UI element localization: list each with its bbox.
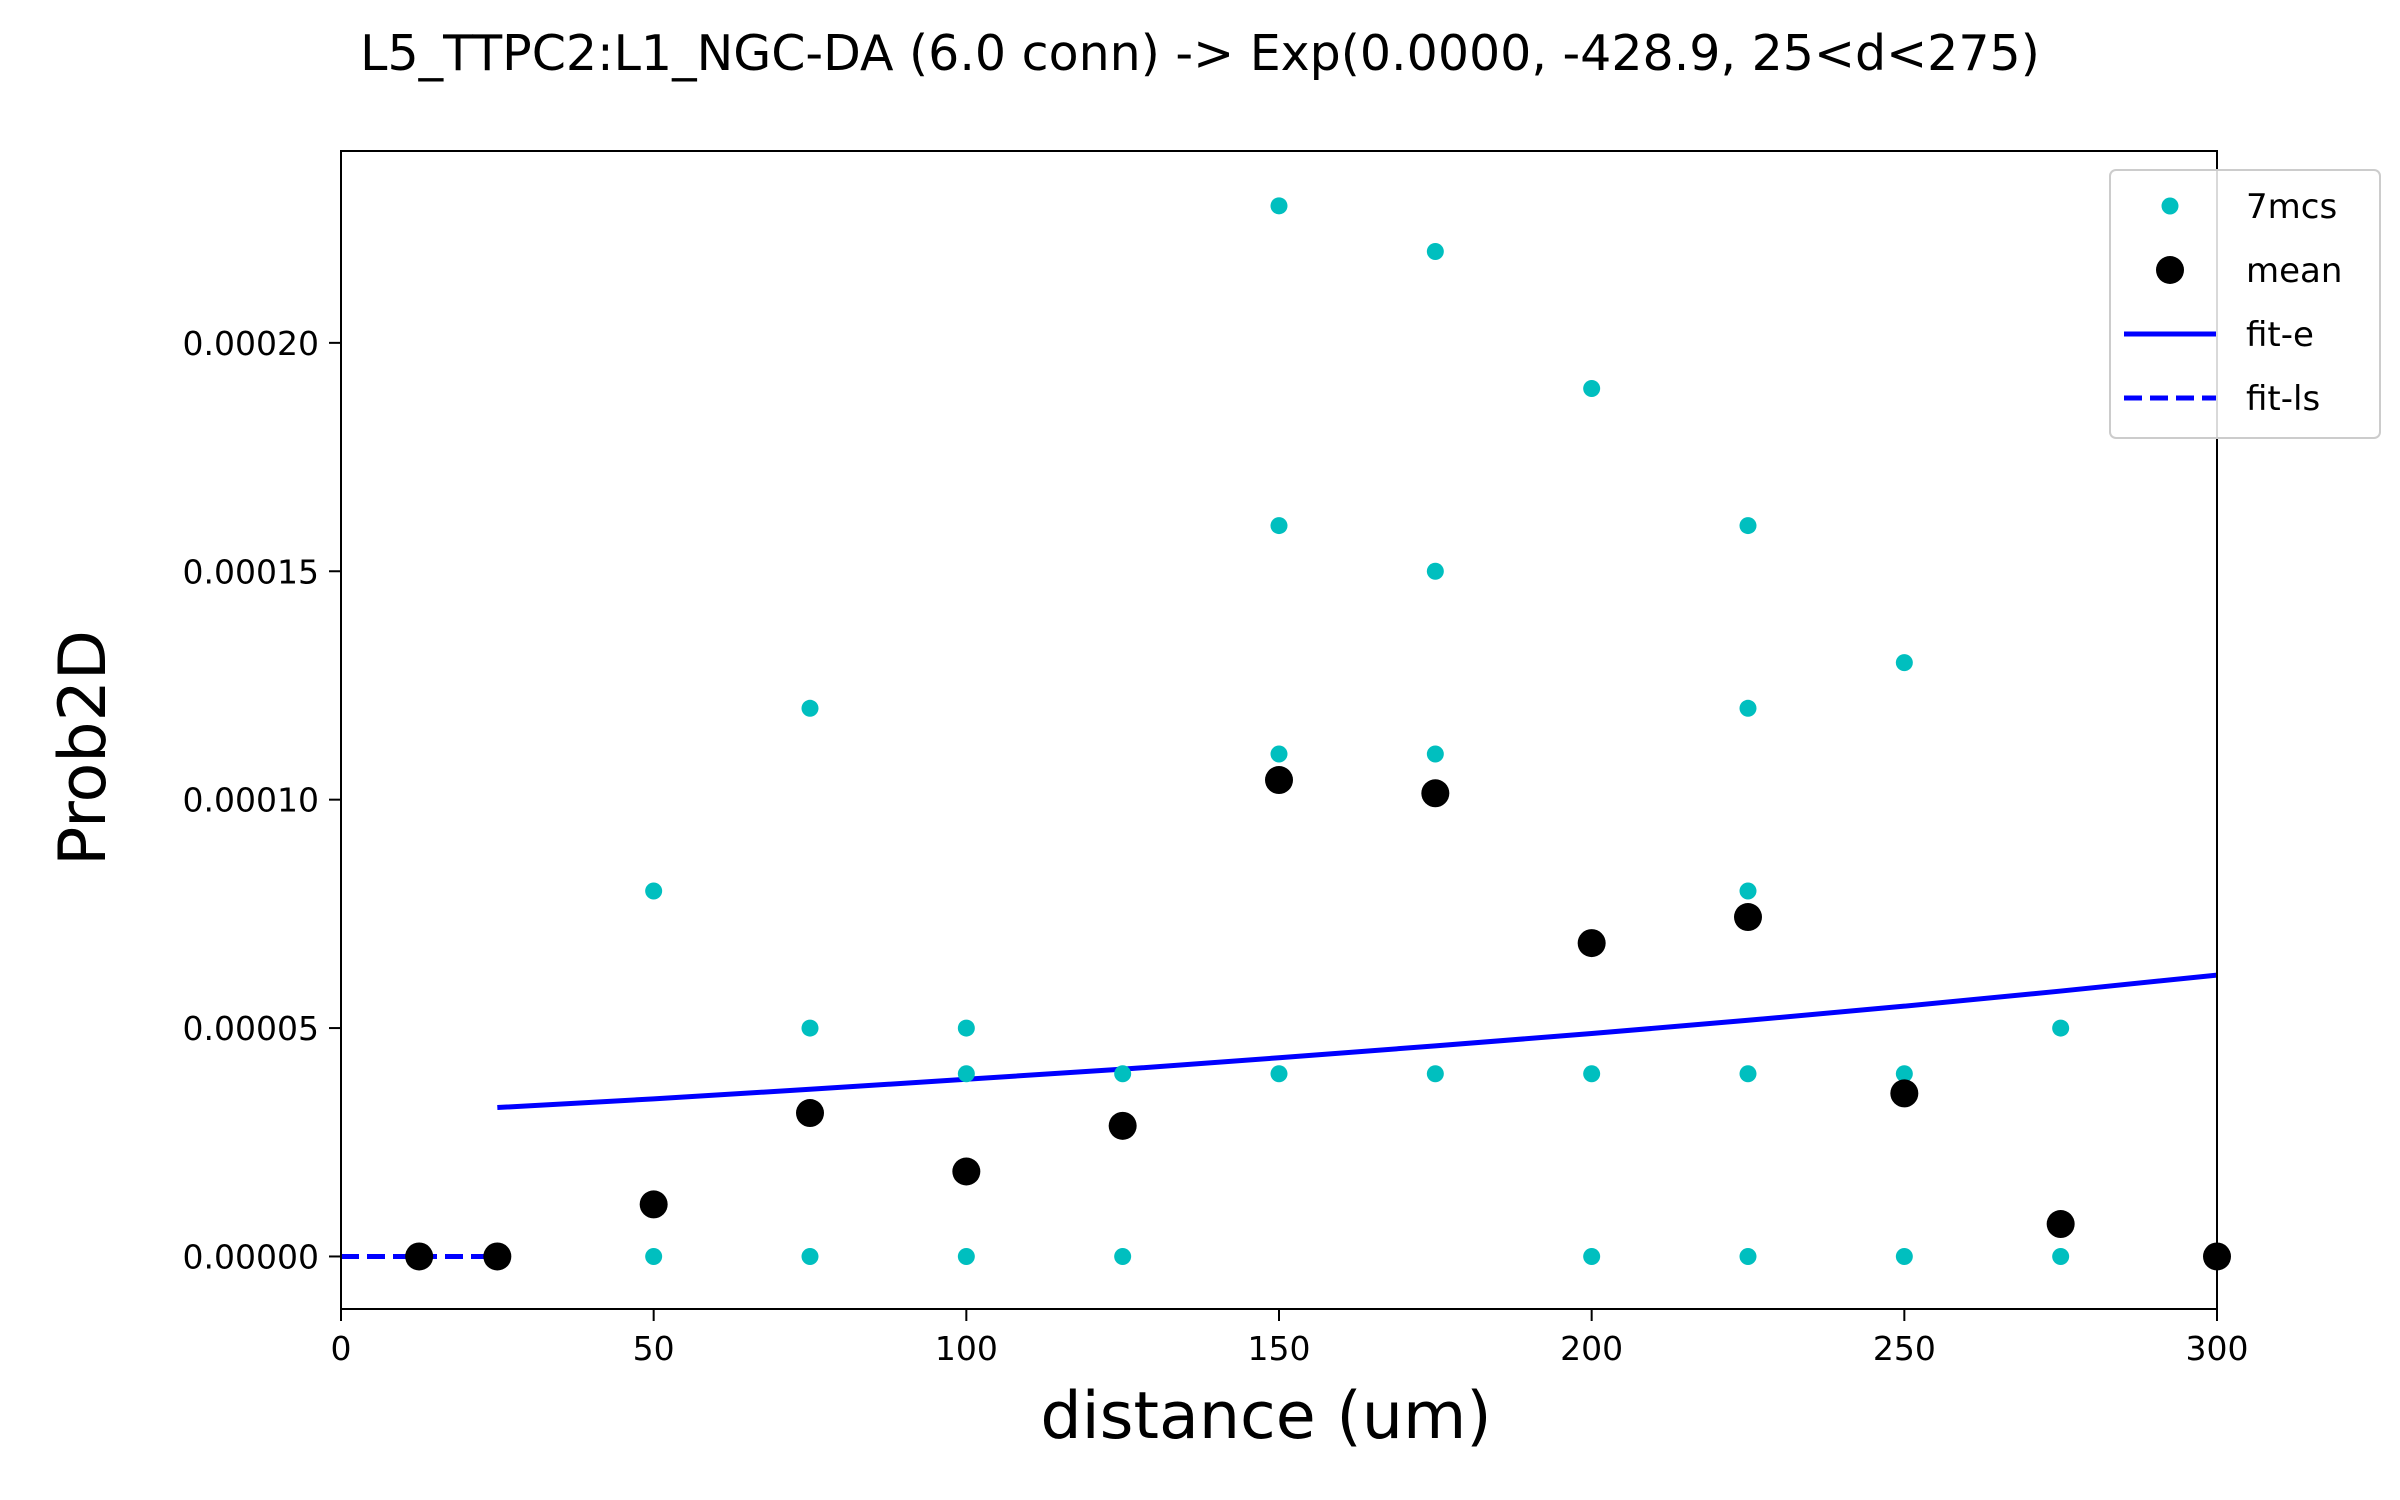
- legend: 7mcs mean fit-e fit-ls: [2109, 169, 2381, 439]
- point-7mcs: [957, 1019, 975, 1037]
- point-mean: [1734, 903, 1762, 932]
- point-7mcs: [1114, 1247, 1132, 1265]
- point-7mcs: [1739, 1247, 1757, 1265]
- point-mean: [1577, 929, 1606, 958]
- x-tick-label: 200: [1560, 1329, 1623, 1368]
- point-mean: [952, 1157, 981, 1186]
- x-tick-label: 100: [935, 1329, 998, 1368]
- x-tick-label: 250: [1873, 1329, 1936, 1368]
- point-7mcs: [1895, 1065, 1913, 1083]
- plot-area: [341, 197, 2231, 1271]
- x-tick-label: 300: [2186, 1329, 2249, 1368]
- point-7mcs: [1114, 1065, 1132, 1083]
- point-mean: [1108, 1111, 1137, 1140]
- point-7mcs: [1426, 745, 1444, 763]
- y-axis-ticks: 0.00000 0.00005 0.00010 0.00015 0.00020: [183, 324, 341, 1276]
- x-axis-label: distance (um): [1040, 1379, 1491, 1454]
- point-7mcs: [1270, 517, 1288, 535]
- plot-frame: [340, 150, 2218, 1310]
- legend-label-7mcs: 7mcs: [2246, 187, 2337, 227]
- y-tick-label: 0.00010: [183, 781, 319, 820]
- legend-swatch-mean: [2156, 256, 2184, 284]
- legend-label-mean: mean: [2246, 251, 2342, 291]
- legend-swatch-7mcs: [2161, 197, 2179, 215]
- point-mean: [2046, 1210, 2075, 1239]
- series-line-fit-e: [497, 972, 2217, 1111]
- y-axis-label: Prob2D: [46, 630, 121, 866]
- point-7mcs: [957, 1247, 975, 1265]
- point-7mcs: [1739, 699, 1757, 717]
- point-7mcs: [1739, 1065, 1757, 1083]
- point-mean: [483, 1242, 512, 1271]
- point-7mcs: [1739, 882, 1757, 900]
- x-axis-ticks: 0 50 100 150 200 250 300: [331, 1309, 2249, 1368]
- legend-box: [2109, 169, 2381, 439]
- point-7mcs: [801, 699, 819, 717]
- point-7mcs: [2052, 1247, 2070, 1265]
- point-mean: [639, 1190, 668, 1219]
- point-7mcs: [1270, 745, 1288, 763]
- point-7mcs: [801, 1247, 819, 1265]
- point-mean: [1890, 1079, 1919, 1108]
- y-tick-label: 0.00000: [183, 1237, 319, 1276]
- point-mean: [796, 1099, 824, 1128]
- x-tick-label: 150: [1248, 1329, 1311, 1368]
- point-7mcs: [1270, 1065, 1288, 1083]
- point-7mcs: [1583, 1065, 1601, 1083]
- y-tick-label: 0.00020: [183, 324, 319, 363]
- point-7mcs: [645, 1247, 663, 1265]
- point-mean: [1265, 766, 1293, 795]
- point-mean: [405, 1242, 434, 1271]
- point-7mcs: [1739, 517, 1757, 535]
- point-7mcs: [2052, 1019, 2070, 1037]
- plot-content: [341, 972, 2217, 1259]
- point-7mcs: [1583, 380, 1601, 398]
- point-mean: [1421, 779, 1450, 808]
- point-7mcs: [1426, 243, 1444, 260]
- point-7mcs: [801, 1019, 819, 1037]
- y-tick-label: 0.00015: [183, 552, 319, 591]
- y-tick-label: 0.00005: [183, 1009, 319, 1048]
- point-7mcs: [1270, 197, 1288, 215]
- point-7mcs: [1583, 1247, 1601, 1265]
- point-7mcs: [1895, 654, 1913, 672]
- point-7mcs: [1426, 562, 1444, 580]
- x-tick-label: 0: [331, 1329, 352, 1368]
- legend-label-fit-e: fit-e: [2246, 315, 2314, 355]
- point-7mcs: [957, 1065, 975, 1083]
- point-7mcs: [1895, 1247, 1913, 1265]
- chart-title: L5_TTPC2:L1_NGC-DA (6.0 conn) -> Exp(0.0…: [360, 25, 2040, 82]
- plot-markers: [405, 197, 2231, 1271]
- point-7mcs: [1426, 1065, 1444, 1083]
- point-7mcs: [645, 882, 663, 900]
- legend-label-fit-ls: fit-ls: [2246, 379, 2320, 419]
- x-tick-label: 50: [633, 1329, 675, 1368]
